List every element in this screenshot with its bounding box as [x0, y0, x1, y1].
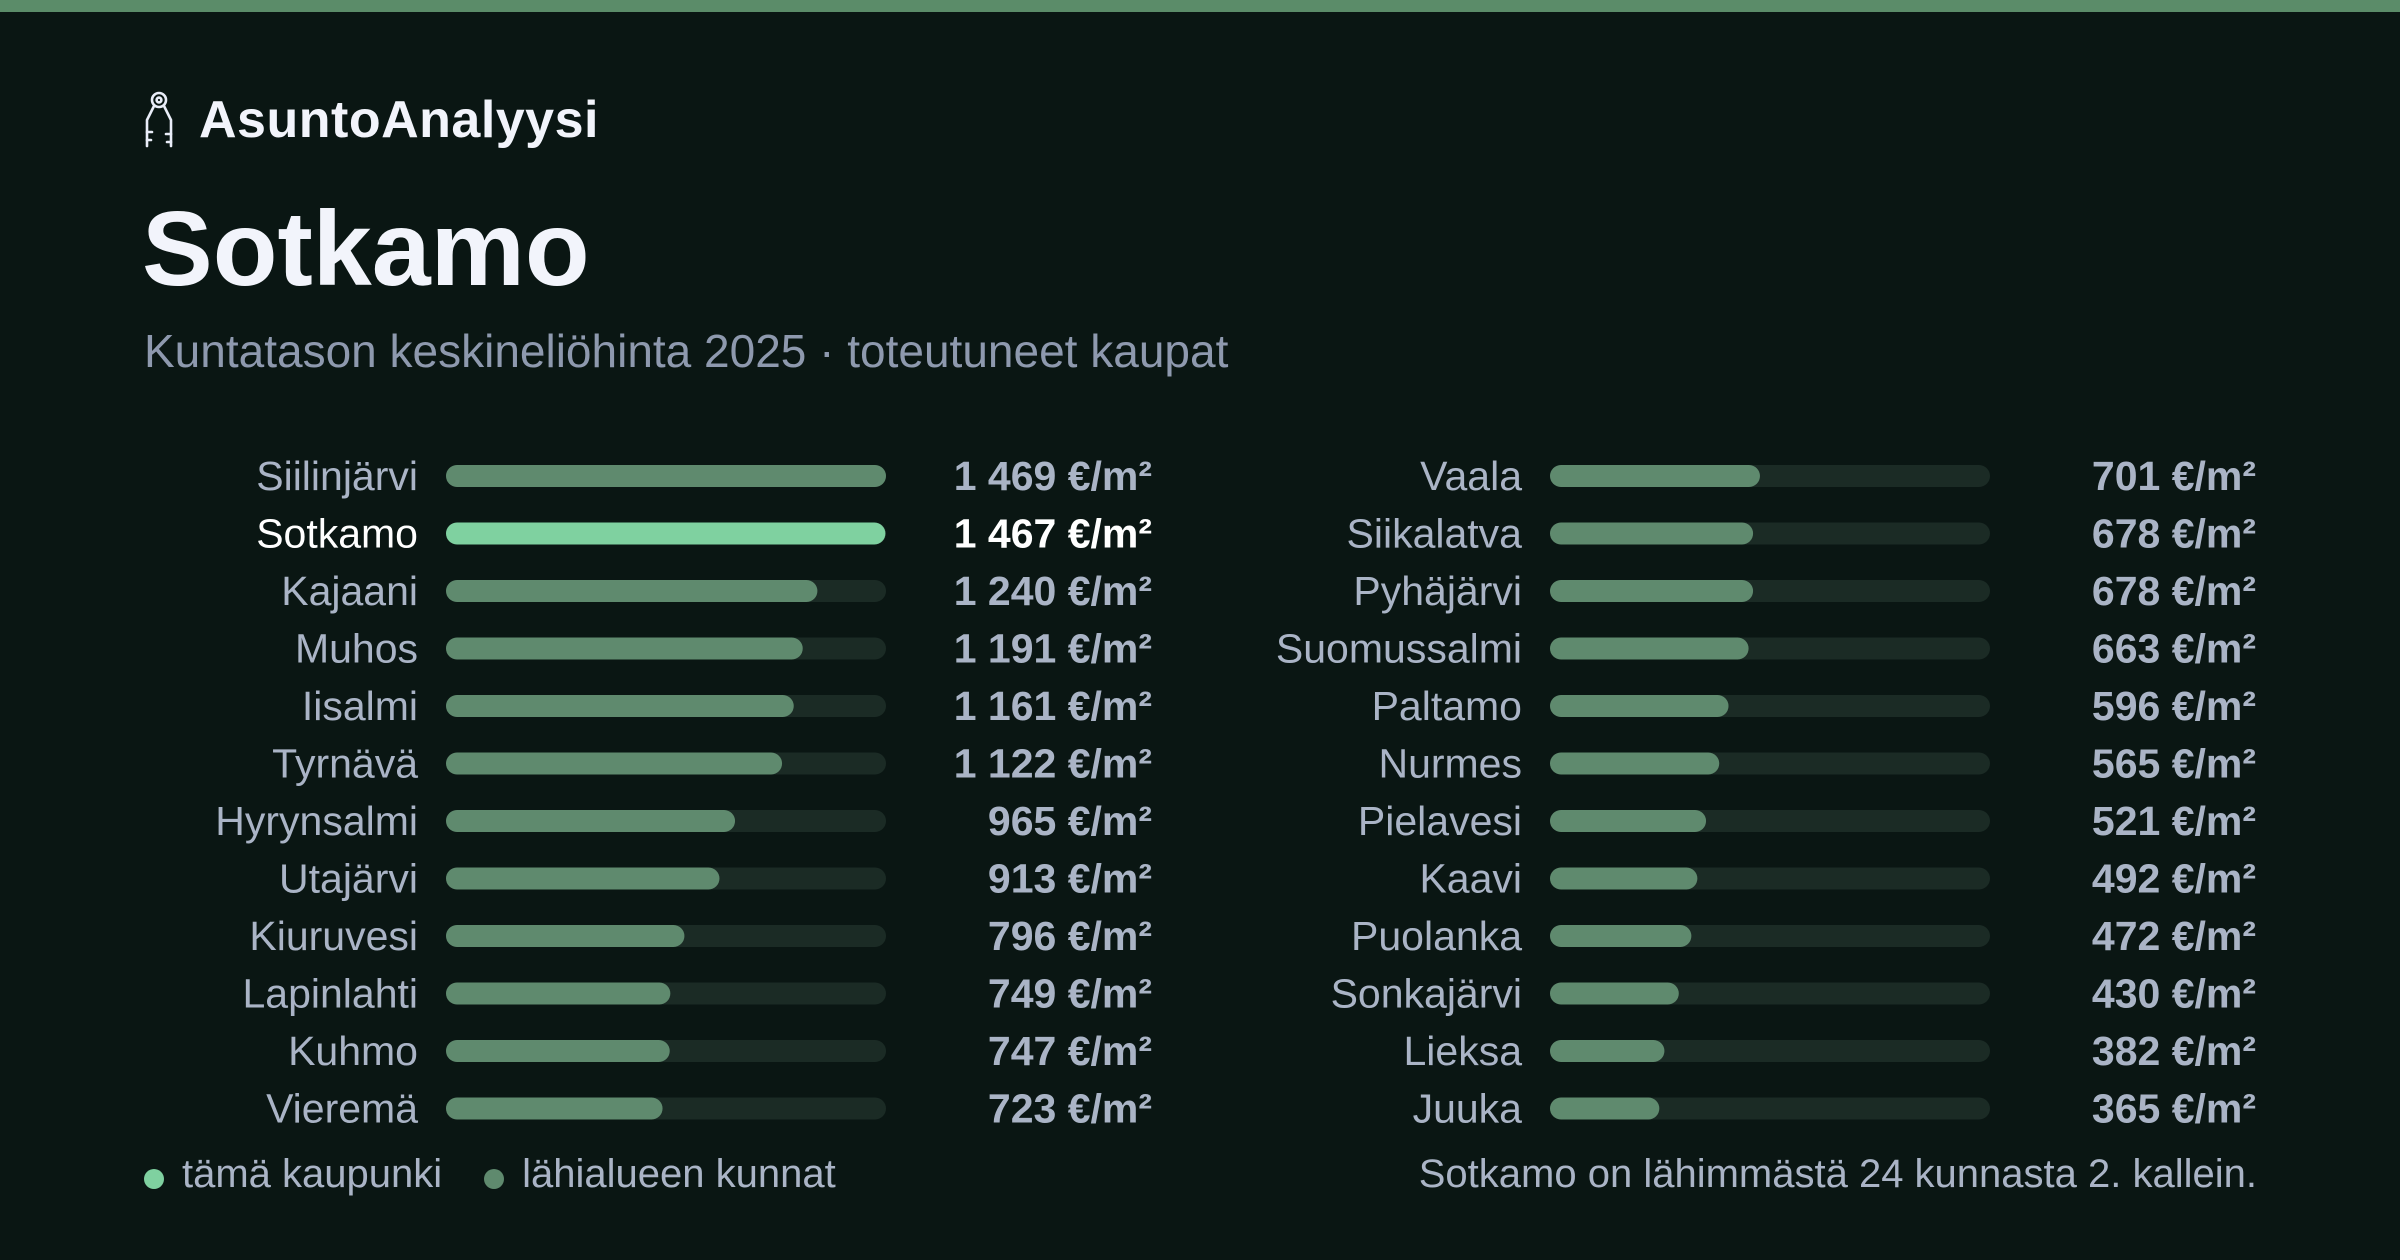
- bar-value-label: 749 €/m²: [988, 971, 1152, 1017]
- legend-label-neighbors: lähialueen kunnat: [522, 1152, 836, 1196]
- bar-value-label: 492 €/m²: [2092, 856, 2256, 902]
- bar: [1550, 752, 1720, 775]
- bar-label: Utajärvi: [279, 856, 418, 902]
- top-accent-bar: [0, 0, 2400, 12]
- footnote: Sotkamo on lähimmästä 24 kunnasta 2. kal…: [1418, 1152, 2257, 1196]
- page-subtitle: Kuntatason keskineliöhinta 2025 · toteut…: [144, 325, 1229, 377]
- legend-dot-highlight: [144, 1168, 164, 1189]
- bar: [446, 810, 736, 832]
- bar-label: Siilinjärvi: [256, 453, 418, 499]
- bar-label: Pielavesi: [1358, 798, 1522, 844]
- bar-label: Sonkajärvi: [1331, 971, 1522, 1017]
- bar-value-label: 565 €/m²: [2092, 741, 2256, 787]
- bar: [1550, 637, 1749, 660]
- bar: [1550, 982, 1679, 1005]
- bar-label: Sotkamo: [256, 511, 418, 557]
- page-title: Sotkamo: [142, 190, 590, 308]
- bar: [1550, 580, 1754, 602]
- legend-item-neighbors: lähialueen kunnat: [484, 1152, 836, 1197]
- bar: [446, 925, 685, 947]
- brand: AsuntoAnalyysi: [141, 88, 599, 152]
- bar: [446, 1040, 670, 1062]
- bar-label: Kajaani: [281, 568, 418, 614]
- bar: [1550, 925, 1692, 947]
- bar-value-label: 596 €/m²: [2092, 683, 2256, 729]
- bar-value-label: 365 €/m²: [2092, 1086, 2256, 1132]
- bar-value-label: 382 €/m²: [2092, 1028, 2256, 1074]
- bar-label: Suomussalmi: [1276, 626, 1522, 672]
- bar-label: Vieremä: [266, 1086, 418, 1132]
- bar-label: Siikalatva: [1347, 511, 1523, 557]
- brand-name: AsuntoAnalyysi: [199, 91, 599, 149]
- bar-value-label: 1 161 €/m²: [954, 683, 1152, 729]
- legend-dot-neighbor: [484, 1168, 505, 1189]
- bar-value-label: 1 122 €/m²: [954, 741, 1152, 787]
- bar: [446, 1097, 663, 1120]
- legend-label-this-city: tämä kaupunki: [182, 1152, 443, 1196]
- bar-label: Paltamo: [1372, 683, 1522, 729]
- bar-label: Lieksa: [1403, 1028, 1522, 1074]
- bar: [446, 695, 794, 717]
- bar-label: Kuhmo: [288, 1028, 418, 1074]
- bar-value-label: 678 €/m²: [2092, 568, 2256, 614]
- bar: [1550, 465, 1760, 487]
- bar-label: Tyrnävä: [272, 741, 418, 787]
- bar-label: Muhos: [295, 626, 418, 672]
- bar-value-label: 723 €/m²: [988, 1086, 1152, 1132]
- bar-value-label: 472 €/m²: [2092, 913, 2256, 959]
- legend-item-this-city: tämä kaupunki: [144, 1152, 442, 1197]
- bar-highlight: [446, 522, 886, 545]
- bar-value-label: 1 191 €/m²: [954, 626, 1152, 672]
- bar-value-label: 1 240 €/m²: [954, 568, 1152, 614]
- bar-label: Hyrynsalmi: [215, 798, 418, 844]
- bar-value-label: 521 €/m²: [2092, 798, 2256, 844]
- bar: [1550, 1097, 1660, 1120]
- bar-label: Nurmes: [1378, 741, 1522, 787]
- bar: [446, 982, 671, 1005]
- bar-label: Juuka: [1413, 1086, 1523, 1132]
- bar-value-label: 1 469 €/m²: [954, 453, 1152, 499]
- bar-label: Vaala: [1420, 453, 1522, 499]
- bar-label: Kaavi: [1419, 856, 1522, 902]
- bar-value-label: 1 467 €/m²: [954, 511, 1152, 557]
- bar-track: [1550, 1097, 1990, 1120]
- keys-icon: [145, 91, 173, 148]
- bar-label: Kiuruvesi: [249, 913, 418, 959]
- bar-value-label: 678 €/m²: [2092, 511, 2256, 557]
- bar-value-label: 430 €/m²: [2092, 971, 2256, 1017]
- bar-value-label: 796 €/m²: [988, 913, 1152, 959]
- bar: [1550, 810, 1707, 832]
- bar-value-label: 701 €/m²: [2092, 453, 2256, 499]
- bar-label: Lapinlahti: [242, 971, 418, 1017]
- bar: [446, 465, 886, 487]
- bar-label: Pyhäjärvi: [1353, 568, 1522, 614]
- bar: [1550, 522, 1754, 545]
- bar-value-label: 913 €/m²: [988, 856, 1152, 902]
- bar-value-label: 663 €/m²: [2092, 626, 2256, 672]
- bar: [446, 580, 818, 602]
- legend: tämä kaupunki lähialueen kunnat: [144, 1152, 878, 1197]
- bar: [446, 867, 720, 890]
- bar-value-label: 965 €/m²: [988, 798, 1152, 844]
- bar: [1550, 1040, 1665, 1062]
- bar-label: Puolanka: [1351, 913, 1522, 959]
- bar-label: Iisalmi: [302, 683, 418, 729]
- bar: [1550, 695, 1729, 717]
- bar: [1550, 867, 1698, 890]
- bar-value-label: 747 €/m²: [988, 1028, 1152, 1074]
- bar: [446, 637, 803, 660]
- bar: [446, 752, 783, 775]
